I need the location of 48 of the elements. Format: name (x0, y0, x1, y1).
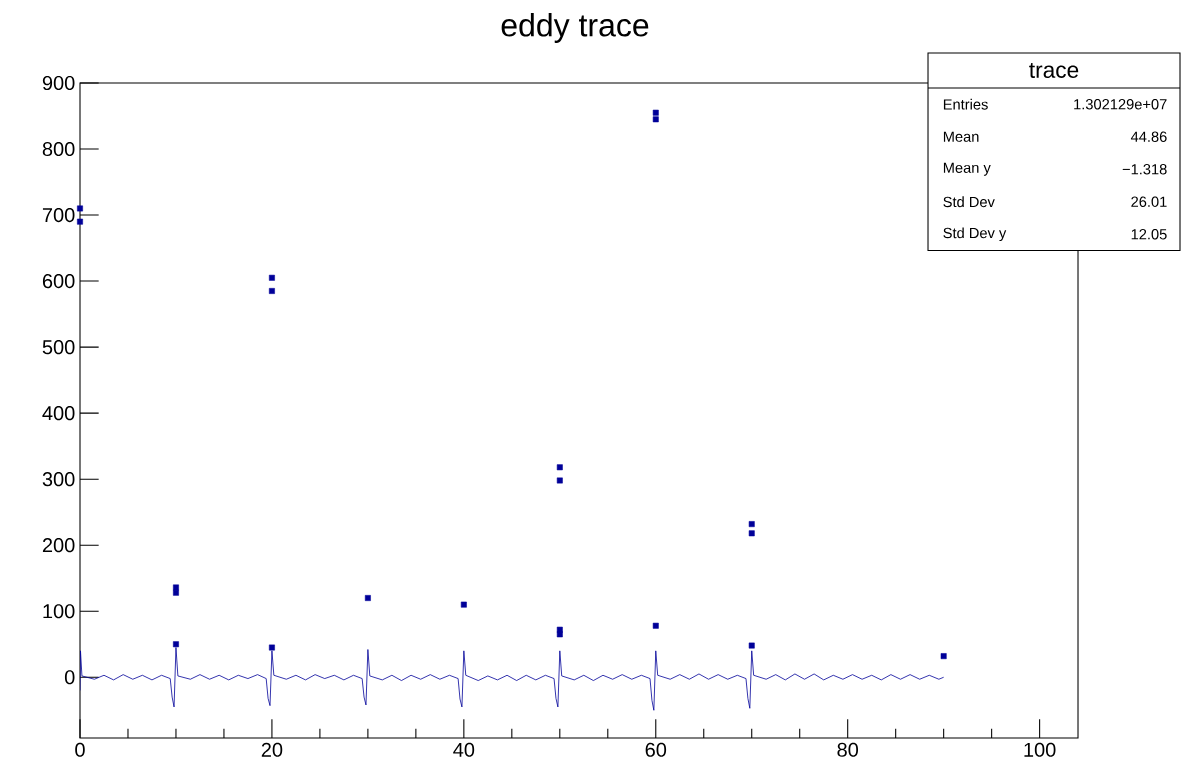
point (77, 218, 83, 225)
y-tick-label: 0 (64, 670, 75, 685)
y-tick-label: 100 (43, 604, 75, 619)
x-tick-label: 20 (261, 742, 283, 757)
x-tick-label: 40 (453, 742, 475, 757)
point (460, 601, 467, 608)
annotation: Std Dev (943, 196, 995, 208)
point (652, 109, 659, 116)
point (556, 631, 563, 638)
y-tick-label: 500 (42, 340, 75, 355)
text: 26.01 (1131, 196, 1167, 207)
y-tick-label: 700 (42, 207, 75, 223)
point (268, 644, 275, 651)
point (652, 622, 659, 629)
annotation: 1.302129e+07 (1074, 99, 1167, 110)
point (77, 205, 83, 212)
x-tick-label: 0 (75, 742, 85, 757)
x-tick-label: 60 (645, 742, 667, 757)
y-tick-label: 300 (42, 472, 75, 487)
point (173, 584, 179, 591)
x-tick-label: 80 (837, 742, 859, 757)
y-tick-label: 200 (42, 538, 75, 553)
point (268, 274, 275, 281)
point (748, 530, 755, 537)
text: trace (1029, 63, 1079, 78)
point (556, 626, 563, 633)
annotation: Entries (943, 98, 988, 110)
point (364, 595, 371, 601)
point (268, 288, 275, 294)
text: 12.05 (1131, 229, 1167, 240)
annotation: Std Dev y (943, 227, 1007, 242)
point (652, 116, 659, 123)
point (556, 477, 563, 484)
text: 44.86 (1130, 131, 1167, 142)
x-tick-label: 100 (1024, 742, 1056, 757)
point (940, 653, 947, 660)
point (748, 642, 755, 649)
chart-title: eddy trace (501, 13, 649, 43)
y-tick-label: 600 (42, 274, 75, 289)
y-tick-label: 800 (42, 141, 75, 157)
y-tick-label: 400 (42, 406, 75, 421)
annotation: Mean y (943, 162, 991, 176)
point (173, 641, 179, 648)
y-tick-label: 900 (42, 75, 75, 91)
annotation: Mean (943, 131, 979, 142)
point (556, 464, 563, 471)
point (748, 521, 755, 528)
text: −1.318 (1122, 164, 1167, 175)
